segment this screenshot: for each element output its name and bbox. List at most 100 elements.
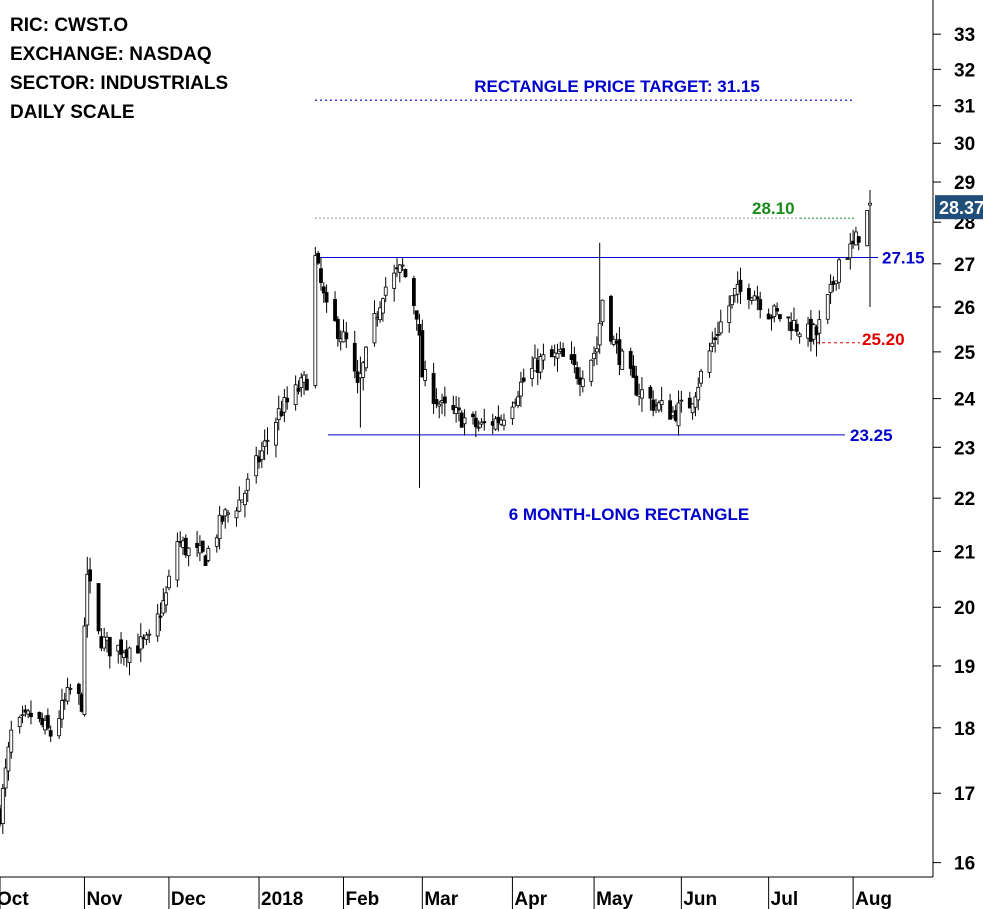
candle-body (687, 397, 692, 409)
pattern-label: 6 MONTH-LONG RECTANGLE (509, 505, 750, 524)
last-price-label: 28.37 (939, 198, 983, 218)
candle-body (321, 286, 326, 294)
candle-body (411, 278, 416, 307)
candle-body (473, 417, 478, 428)
candle-body (510, 406, 515, 419)
y-tick-label: 33 (954, 25, 975, 46)
candle-body (392, 272, 397, 289)
candle-body (738, 279, 743, 292)
candle-body (243, 492, 247, 506)
candle-body (555, 352, 560, 359)
candle-body (856, 236, 861, 243)
candle-body (530, 368, 535, 379)
candle-body (423, 369, 428, 381)
candle-body (797, 333, 802, 338)
candle-body (96, 583, 101, 632)
candle-body (620, 350, 625, 370)
candle-body (167, 575, 171, 589)
x-tick-label: Oct (0, 889, 29, 909)
last-price-badge (935, 195, 983, 220)
candle-body (206, 547, 211, 561)
y-tick-label: 18 (954, 719, 975, 740)
candle-body (693, 396, 698, 408)
support-label: 23.25 (850, 426, 893, 445)
candle-body (304, 378, 309, 391)
candle-body (758, 299, 763, 311)
candle-body (372, 313, 377, 344)
info-ric: RIC: CWST.O (10, 15, 129, 36)
candle-body (640, 389, 644, 399)
candle-body (237, 499, 242, 512)
candle-body (609, 295, 613, 342)
candle-body (482, 421, 487, 424)
candle-body (279, 411, 284, 416)
x-tick-label: Apr (514, 889, 547, 909)
candle-body (285, 397, 290, 403)
candle-body (262, 440, 267, 447)
candle-body (378, 307, 382, 321)
candle-body (580, 378, 585, 387)
info-exchange: EXCHANGE: NASDAQ (10, 44, 212, 65)
candle-body (431, 372, 436, 404)
candle-body (183, 537, 188, 556)
candle-body (48, 730, 53, 737)
y-tick-label: 17 (954, 784, 975, 805)
candle-body (226, 512, 230, 515)
candle-body (344, 332, 349, 340)
level-25-label: 25.20 (862, 330, 905, 349)
candle-body (589, 359, 594, 382)
candle-body (293, 384, 298, 405)
candle-body (699, 370, 703, 384)
candle-body (713, 337, 718, 341)
y-tick-label: 25 (954, 343, 976, 364)
candle-body (775, 308, 779, 312)
candle-body (85, 573, 90, 626)
candle-body (845, 258, 850, 260)
y-tick-label: 29 (954, 173, 975, 194)
candle-body (102, 636, 107, 649)
candle-body (65, 687, 70, 702)
candle-body (29, 712, 33, 718)
candle-body (594, 348, 599, 353)
candle-body (6, 746, 11, 772)
candle-body (718, 321, 723, 334)
candle-body (521, 377, 526, 382)
candle-body (575, 367, 580, 379)
candle-body (364, 346, 368, 369)
candle-body (634, 375, 639, 396)
candle-body (597, 322, 602, 346)
candle-body (454, 407, 459, 415)
candle-body (730, 295, 734, 306)
candle-body (794, 323, 799, 332)
candle-body (3, 767, 8, 789)
candle-body (333, 299, 337, 321)
candle-body (656, 402, 661, 411)
candle-body (324, 292, 329, 303)
candle-body (437, 403, 442, 407)
y-tick-label: 20 (954, 598, 975, 619)
candle-body (214, 537, 219, 547)
candle-body (316, 252, 321, 264)
candle-body (659, 400, 664, 406)
candle-body (136, 645, 140, 654)
candle-body (265, 439, 270, 442)
candle-body (631, 365, 636, 378)
candle-body (837, 259, 841, 283)
candle-body (147, 633, 152, 636)
x-tick-label: May (596, 889, 633, 909)
candle-body (600, 299, 605, 323)
x-tick-label: Nov (86, 889, 122, 909)
level-28-label: 28.10 (752, 199, 795, 218)
y-tick-label: 30 (954, 134, 975, 155)
candle-body (442, 396, 447, 404)
y-tick-label: 22 (954, 489, 975, 510)
candle-body (628, 350, 633, 369)
candle-body (9, 729, 14, 753)
y-tick-label: 31 (954, 97, 976, 118)
info-scale: DAILY SCALE (10, 102, 135, 123)
x-tick-label: 2018 (261, 889, 303, 909)
candle-body (707, 350, 712, 373)
candle-body (828, 284, 833, 293)
candle-body (538, 356, 543, 373)
